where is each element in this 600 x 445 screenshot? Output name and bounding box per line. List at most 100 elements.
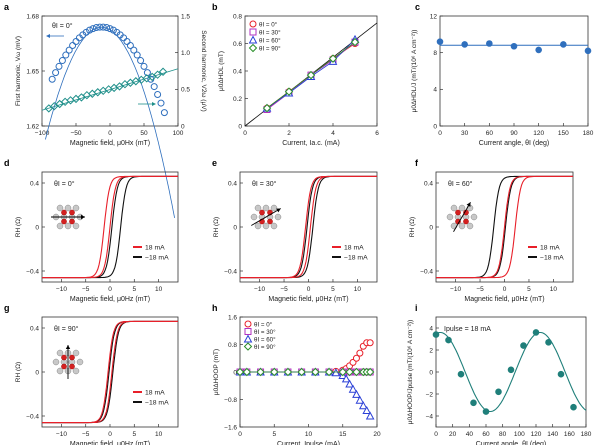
data-point-first-harmonic [99,23,107,31]
y-tick-label: −0.8 [224,397,237,404]
data-point-first-harmonic [96,23,104,31]
legend-label: 18 mA [145,244,165,251]
x-tick-label: 0 [108,431,112,438]
crystal-inset [52,345,84,379]
x-tick-label: 10 [155,286,163,293]
y-axis-label: First harmonic, Vω (mV) [15,36,22,106]
x-axis-label: Magnetic field, μ0Hx (mT) [70,140,150,147]
y-tick-label: 0.4 [30,325,39,332]
arrow-head [65,345,71,349]
arrow-head [276,208,281,213]
data-point [235,367,245,377]
data-point-first-harmonic [103,24,111,32]
data-point [362,405,372,414]
panel-letter-h: h [212,303,218,313]
legend-marker [243,342,253,351]
data-point-first-harmonic [137,57,145,65]
y-tick-label: −1.6 [224,424,237,431]
data-point-first-harmonic [133,51,141,59]
data-point [341,374,351,383]
x-axis-label: Current, Ipulse (mA) [277,441,340,445]
atom-gray [466,222,474,230]
x-tick-label: 100 [173,130,184,137]
atom-gray [446,213,454,221]
panel-f: −10 −5 0 5 10 −0.4 0 0.4 Magnetic field, μ0Hz (m… [409,171,574,303]
panel-c: 0 30 60 90 120 150 180 0 4 8 12 Current angle, θI (… [411,13,594,147]
atom-gray [450,204,458,212]
y-tick-label: 0.4 [228,180,237,187]
y2-tick-label: 1.0 [181,50,190,57]
y2-axis-label: Second harmonic, V2ω (μV) [200,30,207,111]
data-point-first-harmonic [55,62,63,70]
series-line [240,371,371,417]
annotation-theta: θI = 90° [54,325,79,333]
x-tick-label: 5 [132,286,136,293]
x-tick-label: 0 [108,286,112,293]
data-point-first-harmonic [160,109,168,117]
y-tick-label: 12 [430,13,438,20]
data-point-first-harmonic [140,62,148,70]
y-tick-label: 0 [35,369,39,376]
data-point-first-harmonic [58,57,66,65]
data-point [284,87,294,96]
legend-label: θI = 90° [254,344,276,351]
arrow-head [466,202,471,207]
atom-red [69,354,75,361]
data-point-first-harmonic [62,51,70,59]
fit-line-first-harmonic [45,26,175,218]
data-point [355,395,365,404]
x-tick-label: −10 [56,431,67,438]
atom-red [267,218,273,225]
x-tick-label: 5 [272,431,276,438]
y-tick-label: 0.8 [233,13,242,20]
y-tick-label: 0 [233,224,237,231]
fit-line-second-harmonic [41,68,179,111]
panel-letter-i: i [415,303,418,313]
x-tick-label: 10 [155,431,163,438]
x-axis-label: Magnetic field, μ0Hz (mT) [464,296,544,303]
data-point-second-harmonic [158,67,168,76]
y-axis-label: RH (Ω) [213,217,220,237]
y-tick-label: 0.6 [233,41,242,48]
data-point [470,399,477,407]
data-point [482,408,490,415]
atom-red [259,209,265,216]
data-point-first-harmonic [123,37,131,45]
x-tick-label: 10 [305,431,313,438]
data-point [365,411,375,420]
annotation-theta: θI = 30° [252,180,277,188]
atom-gray [56,367,64,375]
x-tick-label: 0 [438,130,442,137]
y-axis-label: μ0ΔHDL (mT) [218,51,225,91]
legend-label: −18 mA [145,399,169,406]
y-tick-label: 4 [429,325,433,332]
y-tick-label: −0.4 [224,268,237,275]
current-arrow [453,202,471,232]
x-tick-label: 90 [510,130,518,137]
x-tick-label: −5 [82,431,90,438]
data-point [324,367,334,377]
data-point [352,389,361,398]
y-tick-label: −0.4 [26,413,39,420]
x-tick-label: −50 [70,130,81,137]
fit-curve [435,331,587,413]
panel-h: 0 5 10 15 20 −1.6 −0.8 0 0.8 1.6 Current, Ipulse (… [213,314,381,445]
y-tick-label: −0.4 [26,268,39,275]
legend-marker [248,43,258,53]
data-point [358,401,368,410]
y-tick-label: 4 [433,87,437,94]
panel-g: −10 −5 0 5 10 −0.4 0 0.4 Magnetic field, μ0Hz (m… [15,316,179,445]
x-tick-label: 40 [466,431,474,438]
data-point [545,338,552,346]
data-point [262,103,272,113]
data-point [584,47,592,55]
atom-gray [270,204,278,212]
y2-tick-label: 1.5 [181,13,190,20]
legend-label: θI = 60° [254,336,276,343]
atom-gray [262,204,270,212]
x-tick-label: 50 [140,130,148,137]
data-point [311,367,320,377]
data-point [535,46,542,54]
legend-marker [244,328,252,335]
x-tick-label: 0 [503,286,507,293]
